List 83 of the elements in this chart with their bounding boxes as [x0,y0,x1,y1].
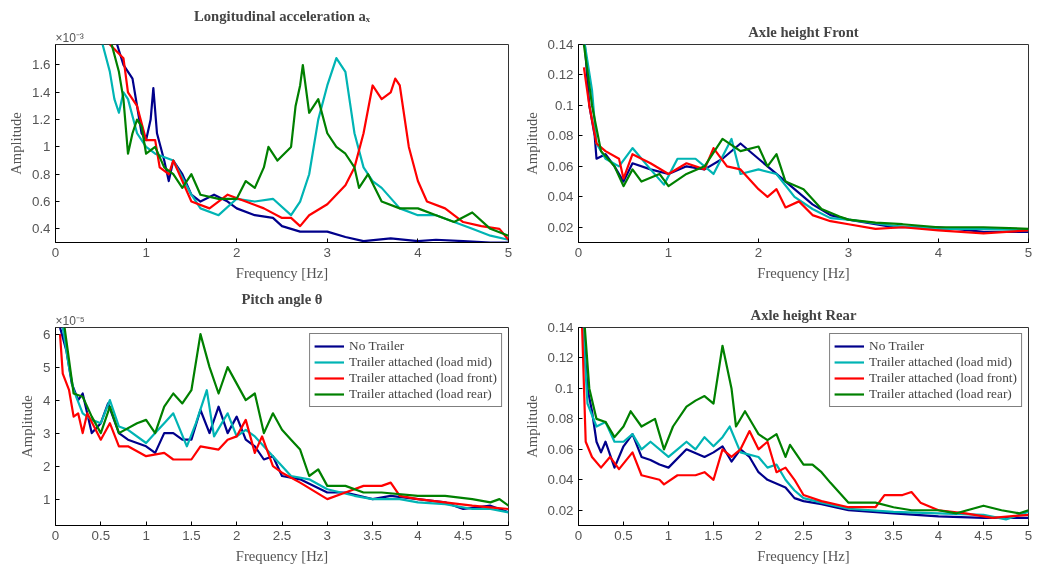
legend-label: Trailer attached (load front) [869,370,1017,386]
x-tick-label: 0.5 [91,527,111,543]
y-tick-label: 1 [43,491,51,507]
y-axis-title: Amplitude [523,112,540,175]
legend-label: Trailer attached (load rear) [349,386,492,402]
x-tick-label: 2.5 [272,527,292,543]
y-tick-label: 4 [43,392,52,408]
y-tick-label: 1.2 [31,112,51,128]
x-tick-label: 2 [754,244,763,260]
x-tick-label: 1 [664,527,673,543]
x-tick-label: 3 [323,527,332,543]
y-tick-label: 0.04 [547,189,575,205]
x-tick-label: 2 [232,527,241,543]
x-tick-label: 3 [844,244,853,260]
y-tick-label: 0.06 [547,158,574,174]
x-tick-label: 4 [934,527,943,543]
legend-label: Trailer attached (load front) [349,370,497,386]
legend-label: No Trailer [349,338,405,354]
legend-label: Trailer attached (load mid) [869,354,1012,370]
y-tick-label: 6 [43,326,51,342]
y-tick-label: 0.12 [547,67,574,83]
y-tick-label: 0.6 [31,194,51,210]
y-tick-label: 0.12 [547,350,574,366]
x-tick-label: 5 [1024,527,1033,543]
x-tick-label: 4.5 [974,527,993,543]
y-axis-title: Amplitude [523,395,540,458]
x-tick-label: 0 [51,527,60,543]
x-tick-label: 4.5 [453,527,473,543]
x-tick-label: 0 [574,244,583,260]
chart-title: Axle height Rear [750,306,857,323]
y-tick-label: 0.14 [547,37,575,52]
x-tick-label: 2.5 [794,527,813,543]
y-axis-title: Amplitude [7,112,24,175]
y-tick-label: 1.4 [31,84,52,100]
y-tick-label: 2 [43,458,51,474]
x-tick-label: 5 [504,244,513,260]
legend-label: No Trailer [869,338,925,354]
x-tick-label: 1.5 [182,527,201,543]
x-tick-label: 1 [142,244,150,260]
x-tick-label: 1 [142,527,150,543]
x-axis-title: Frequency [Hz] [235,264,329,281]
y-axis-title: Amplitude [19,395,36,458]
annotation: ×10⁻³ [55,30,84,45]
y-tick-label: 0.14 [547,320,575,335]
text: ×10⁻⁵ [55,313,85,328]
y-tick-label: 0.06 [547,441,574,457]
x-axis-title: Frequency [Hz] [235,547,329,564]
x-axis-title: Frequency [Hz] [757,264,850,281]
y-tick-label: 0.1 [554,380,574,396]
x-tick-label: 0 [574,527,583,543]
x-tick-label: 3.5 [363,527,382,543]
x-tick-label: 4 [934,244,943,260]
y-tick-label: 0.08 [547,411,574,427]
x-tick-label: 5 [504,527,513,543]
y-tick-label: 0.02 [547,219,574,235]
x-tick-label: 2 [754,527,763,543]
legend-label: Trailer attached (load rear) [869,386,1012,402]
y-tick-label: 1.6 [31,57,51,73]
legend-label: Trailer attached (load mid) [349,354,492,370]
x-tick-label: 1.5 [704,527,723,543]
y-tick-label: 0.1 [554,97,574,113]
y-tick-label: 0.08 [547,128,574,144]
x-tick-label: 3 [323,244,332,260]
x-tick-label: 4 [414,527,423,543]
y-tick-label: 1 [43,139,51,155]
y-tick-label: 5 [43,359,51,375]
y-tick-label: 0.04 [547,472,575,488]
y-tick-label: 0.02 [547,502,574,518]
y-tick-label: 3 [43,425,51,441]
y-tick-label: 0.8 [31,166,51,182]
chart-title: Axle height Front [748,23,859,40]
chart-title: Pitch angle θ [241,290,323,307]
chart-title: Longitudinal acceleration aₓ [194,7,371,24]
x-tick-label: 0.5 [614,527,633,543]
y-tick-label: 0.4 [31,221,52,237]
x-tick-label: 0 [51,244,60,260]
x-tick-label: 2 [232,244,241,260]
x-tick-label: 5 [1024,244,1033,260]
x-axis-title: Frequency [Hz] [757,547,850,564]
x-tick-label: 3 [844,527,853,543]
x-tick-label: 3.5 [884,527,903,543]
x-tick-label: 4 [414,244,423,260]
x-tick-label: 1 [664,244,673,260]
